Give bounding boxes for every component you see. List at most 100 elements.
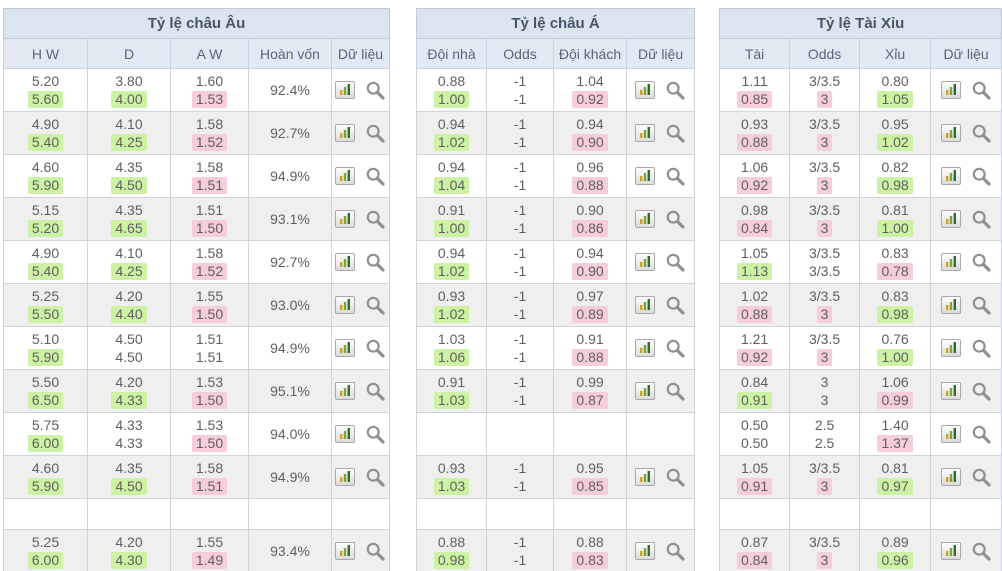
odds-bottom-value: 4.00 (88, 90, 170, 108)
magnifier-icon[interactable] (665, 338, 686, 359)
bar-chart-icon[interactable] (635, 339, 656, 357)
bar-chart-icon[interactable] (940, 81, 961, 99)
empty-cell (416, 498, 488, 530)
magnifier-icon[interactable] (665, 80, 686, 101)
odds-bottom-value: 0.88 (554, 176, 626, 194)
plain-value: 0.50 (740, 435, 769, 451)
odds-top-value: 3/3.5 (808, 245, 841, 261)
odds-cell: 0.94 0.90 (553, 240, 628, 284)
bar-chart-icon[interactable] (940, 253, 961, 271)
magnifier-icon[interactable] (971, 295, 992, 316)
odds-bottom-value: 0.98 (860, 176, 930, 194)
odds-bottom-value: 1.50 (171, 434, 248, 452)
magnifier-icon[interactable] (665, 166, 686, 187)
magnifier-icon[interactable] (665, 541, 686, 562)
bar-chart-icon[interactable] (635, 167, 656, 185)
odds-cell: 1.02 0.88 (719, 283, 791, 327)
magnifier-icon[interactable] (365, 381, 386, 402)
magnifier-icon[interactable] (971, 166, 992, 187)
bar-chart-icon[interactable] (940, 296, 961, 314)
column-header: Hoàn vốn (248, 38, 332, 69)
bar-chart-icon[interactable] (940, 382, 961, 400)
bar-chart-icon[interactable] (635, 210, 656, 228)
magnifier-icon[interactable] (971, 541, 992, 562)
bar-chart-icon[interactable] (335, 339, 355, 357)
bar-chart-icon[interactable] (335, 382, 355, 400)
magnifier-icon[interactable] (665, 295, 686, 316)
odds-cell: 3/3.5 3 (789, 68, 861, 112)
odds-top-value: 4.20 (115, 288, 143, 304)
bar-chart-icon[interactable] (940, 468, 961, 486)
magnifier-icon[interactable] (971, 123, 992, 144)
magnifier-icon[interactable] (665, 209, 686, 230)
magnifier-icon[interactable] (665, 381, 686, 402)
bar-chart-icon[interactable] (335, 542, 355, 560)
bar-chart-icon[interactable] (635, 253, 656, 271)
magnifier-icon[interactable] (365, 123, 386, 144)
bar-chart-icon[interactable] (635, 81, 656, 99)
magnifier-icon[interactable] (971, 381, 992, 402)
table-row: 0.91 1.03 -1 -1 0.99 0.87 (416, 369, 696, 413)
table-title: Tỷ lệ châu Âu (2, 8, 391, 39)
highlight-green-value: 5.40 (27, 263, 64, 280)
bar-chart-icon[interactable] (940, 124, 961, 142)
magnifier-icon[interactable] (365, 424, 386, 445)
bar-chart-icon[interactable] (335, 167, 355, 185)
odds-top-value: 1.55 (195, 288, 224, 304)
magnifier-icon[interactable] (365, 252, 386, 273)
highlight-green-value: 4.00 (111, 91, 147, 108)
bar-chart-icon[interactable] (940, 542, 961, 560)
bar-chart-icon[interactable] (940, 339, 961, 357)
magnifier-icon[interactable] (971, 209, 992, 230)
bar-chart-icon[interactable] (635, 382, 656, 400)
data-tools-cell (626, 240, 696, 284)
table-row: 0.93 1.02 -1 -1 0.97 0.89 (416, 283, 696, 327)
bar-chart-icon[interactable] (335, 468, 355, 486)
magnifier-icon[interactable] (971, 424, 992, 445)
bar-chart-icon[interactable] (335, 296, 355, 314)
highlight-green-value: 0.96 (877, 552, 913, 569)
bar-chart-icon[interactable] (940, 425, 961, 443)
table-row: 5.20 5.60 3.80 4.00 1.60 1.53 92.4% (3, 68, 391, 112)
bar-chart-icon[interactable] (635, 124, 656, 142)
data-tools (332, 424, 389, 445)
bar-chart-icon[interactable] (635, 468, 656, 486)
highlight-pink-value: 0.91 (736, 478, 773, 495)
bar-chart-icon[interactable] (335, 425, 355, 443)
bar-chart-icon[interactable] (335, 253, 355, 271)
odds-bottom-value: -1 (487, 305, 553, 323)
magnifier-icon[interactable] (365, 80, 386, 101)
bar-chart-icon[interactable] (335, 210, 355, 228)
bar-chart-icon[interactable] (635, 296, 656, 314)
odds-bottom-value: -1 (487, 90, 553, 108)
bar-chart-icon[interactable] (940, 167, 961, 185)
odds-cell: 1.06 0.92 (719, 154, 791, 198)
odds-bottom-value: 1.13 (720, 262, 789, 280)
magnifier-icon[interactable] (365, 209, 386, 230)
plain-value: -1 (513, 177, 527, 193)
odds-top-value: 0.84 (740, 374, 769, 390)
magnifier-icon[interactable] (365, 467, 386, 488)
odds-top-value: 4.60 (31, 460, 60, 476)
magnifier-icon[interactable] (971, 252, 992, 273)
odds-bottom-value: 0.91 (720, 391, 789, 409)
odds-top-value: -1 (513, 331, 527, 347)
bar-chart-icon[interactable] (335, 81, 355, 99)
magnifier-icon[interactable] (365, 541, 386, 562)
payout-cell: 95.1% (248, 369, 332, 413)
magnifier-icon[interactable] (665, 123, 686, 144)
magnifier-icon[interactable] (665, 252, 686, 273)
magnifier-icon[interactable] (665, 467, 686, 488)
magnifier-icon[interactable] (365, 338, 386, 359)
magnifier-icon[interactable] (365, 295, 386, 316)
magnifier-icon[interactable] (365, 166, 386, 187)
highlight-green-value: 5.90 (27, 177, 64, 194)
magnifier-icon[interactable] (971, 467, 992, 488)
magnifier-icon[interactable] (971, 80, 992, 101)
odds-bottom-value: 3 (790, 176, 859, 194)
highlight-pink-value: 3 (816, 220, 833, 237)
bar-chart-icon[interactable] (940, 210, 961, 228)
bar-chart-icon[interactable] (635, 542, 656, 560)
magnifier-icon[interactable] (971, 338, 992, 359)
bar-chart-icon[interactable] (335, 124, 355, 142)
